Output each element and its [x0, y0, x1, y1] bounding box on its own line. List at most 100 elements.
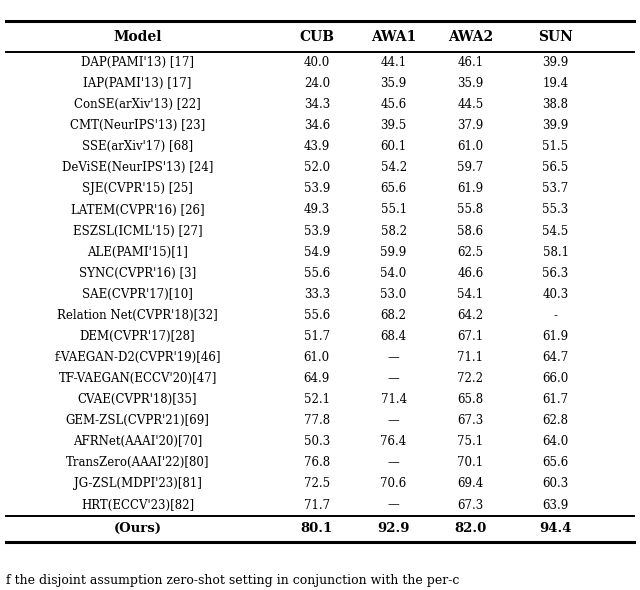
Text: —: —: [388, 351, 399, 364]
Text: 55.1: 55.1: [381, 204, 406, 217]
Text: 35.9: 35.9: [457, 77, 484, 90]
Text: AWA1: AWA1: [371, 30, 416, 44]
Text: 67.3: 67.3: [457, 499, 484, 512]
Text: 65.6: 65.6: [542, 457, 569, 470]
Text: —: —: [388, 499, 399, 512]
Text: 54.1: 54.1: [458, 288, 483, 301]
Text: 55.6: 55.6: [303, 267, 330, 280]
Text: SSE(arXiv'17) [68]: SSE(arXiv'17) [68]: [82, 140, 193, 153]
Text: 49.3: 49.3: [303, 204, 330, 217]
Text: 80.1: 80.1: [301, 522, 333, 535]
Text: 76.4: 76.4: [380, 435, 407, 448]
Text: f-VAEGAN-D2(CVPR'19)[46]: f-VAEGAN-D2(CVPR'19)[46]: [54, 351, 221, 364]
Text: 44.5: 44.5: [457, 98, 484, 111]
Text: DAP(PAMI'13) [17]: DAP(PAMI'13) [17]: [81, 56, 194, 69]
Text: 46.6: 46.6: [457, 267, 484, 280]
Text: 71.7: 71.7: [304, 499, 330, 512]
Text: 64.7: 64.7: [542, 351, 569, 364]
Text: 24.0: 24.0: [304, 77, 330, 90]
Text: 46.1: 46.1: [458, 56, 483, 69]
Text: TransZero(AAAI'22)[80]: TransZero(AAAI'22)[80]: [66, 457, 209, 470]
Text: 92.9: 92.9: [378, 522, 410, 535]
Text: 33.3: 33.3: [303, 288, 330, 301]
Text: 38.8: 38.8: [543, 98, 568, 111]
Text: ConSE(arXiv'13) [22]: ConSE(arXiv'13) [22]: [74, 98, 201, 111]
Text: (Ours): (Ours): [114, 522, 161, 535]
Text: 69.4: 69.4: [457, 477, 484, 490]
Text: 60.3: 60.3: [542, 477, 569, 490]
Text: 94.4: 94.4: [540, 522, 572, 535]
Text: 53.9: 53.9: [303, 182, 330, 195]
Text: 59.7: 59.7: [457, 161, 484, 174]
Text: 44.1: 44.1: [381, 56, 406, 69]
Text: LATEM(CVPR'16) [26]: LATEM(CVPR'16) [26]: [71, 204, 204, 217]
Text: 52.0: 52.0: [304, 161, 330, 174]
Text: Model: Model: [113, 30, 162, 44]
Text: 39.9: 39.9: [542, 56, 569, 69]
Text: 54.2: 54.2: [381, 161, 406, 174]
Text: 34.6: 34.6: [303, 119, 330, 132]
Text: 55.8: 55.8: [458, 204, 483, 217]
Text: 61.9: 61.9: [543, 330, 568, 343]
Text: —: —: [388, 414, 399, 427]
Text: CUB: CUB: [300, 30, 334, 44]
Text: 61.9: 61.9: [458, 182, 483, 195]
Text: 51.7: 51.7: [304, 330, 330, 343]
Text: 54.9: 54.9: [303, 245, 330, 258]
Text: 45.6: 45.6: [380, 98, 407, 111]
Text: 53.0: 53.0: [380, 288, 407, 301]
Text: 66.0: 66.0: [542, 372, 569, 385]
Text: 40.0: 40.0: [303, 56, 330, 69]
Text: 58.6: 58.6: [458, 225, 483, 238]
Text: 64.2: 64.2: [458, 309, 483, 322]
Text: 72.5: 72.5: [304, 477, 330, 490]
Text: 53.9: 53.9: [303, 225, 330, 238]
Text: 55.3: 55.3: [542, 204, 569, 217]
Text: 43.9: 43.9: [303, 140, 330, 153]
Text: HRT(ECCV'23)[82]: HRT(ECCV'23)[82]: [81, 499, 194, 512]
Text: GEM-ZSL(CVPR'21)[69]: GEM-ZSL(CVPR'21)[69]: [66, 414, 209, 427]
Text: 55.6: 55.6: [303, 309, 330, 322]
Text: 72.2: 72.2: [458, 372, 483, 385]
Text: f the disjoint assumption zero-shot setting in conjunction with the per-c: f the disjoint assumption zero-shot sett…: [6, 574, 460, 587]
Text: 71.4: 71.4: [381, 393, 406, 406]
Text: 54.5: 54.5: [542, 225, 569, 238]
Text: —: —: [388, 457, 399, 470]
Text: SYNC(CVPR'16) [3]: SYNC(CVPR'16) [3]: [79, 267, 196, 280]
Text: 58.2: 58.2: [381, 225, 406, 238]
Text: IAP(PAMI'13) [17]: IAP(PAMI'13) [17]: [83, 77, 192, 90]
Text: 62.8: 62.8: [543, 414, 568, 427]
Text: DeViSE(NeurIPS'13) [24]: DeViSE(NeurIPS'13) [24]: [62, 161, 213, 174]
Text: AFRNet(AAAI'20)[70]: AFRNet(AAAI'20)[70]: [73, 435, 202, 448]
Text: Relation Net(CVPR'18)[32]: Relation Net(CVPR'18)[32]: [57, 309, 218, 322]
Text: 67.3: 67.3: [457, 414, 484, 427]
Text: 70.1: 70.1: [458, 457, 483, 470]
Text: SAE(CVPR'17)[10]: SAE(CVPR'17)[10]: [82, 288, 193, 301]
Text: 35.9: 35.9: [380, 77, 407, 90]
Text: 61.0: 61.0: [304, 351, 330, 364]
Text: 56.3: 56.3: [542, 267, 569, 280]
Text: 60.1: 60.1: [381, 140, 406, 153]
Text: SUN: SUN: [538, 30, 573, 44]
Text: CMT(NeurIPS'13) [23]: CMT(NeurIPS'13) [23]: [70, 119, 205, 132]
Text: 65.6: 65.6: [380, 182, 407, 195]
Text: AWA2: AWA2: [448, 30, 493, 44]
Text: 50.3: 50.3: [303, 435, 330, 448]
Text: 71.1: 71.1: [458, 351, 483, 364]
Text: 59.9: 59.9: [380, 245, 407, 258]
Text: DEM(CVPR'17)[28]: DEM(CVPR'17)[28]: [80, 330, 195, 343]
Text: TF-VAEGAN(ECCV'20)[47]: TF-VAEGAN(ECCV'20)[47]: [58, 372, 217, 385]
Text: 61.0: 61.0: [458, 140, 483, 153]
Text: 39.5: 39.5: [380, 119, 407, 132]
Text: 64.0: 64.0: [542, 435, 569, 448]
Text: 63.9: 63.9: [542, 499, 569, 512]
Text: 75.1: 75.1: [458, 435, 483, 448]
Text: 70.6: 70.6: [380, 477, 407, 490]
Text: JG-ZSL(MDPI'23)[81]: JG-ZSL(MDPI'23)[81]: [74, 477, 202, 490]
Text: ALE(PAMI'15)[1]: ALE(PAMI'15)[1]: [87, 245, 188, 258]
Text: -: -: [554, 309, 557, 322]
Text: 65.8: 65.8: [458, 393, 483, 406]
Text: CVAE(CVPR'18)[35]: CVAE(CVPR'18)[35]: [78, 393, 197, 406]
Text: ESZSL(ICML'15) [27]: ESZSL(ICML'15) [27]: [73, 225, 202, 238]
Text: 62.5: 62.5: [458, 245, 483, 258]
